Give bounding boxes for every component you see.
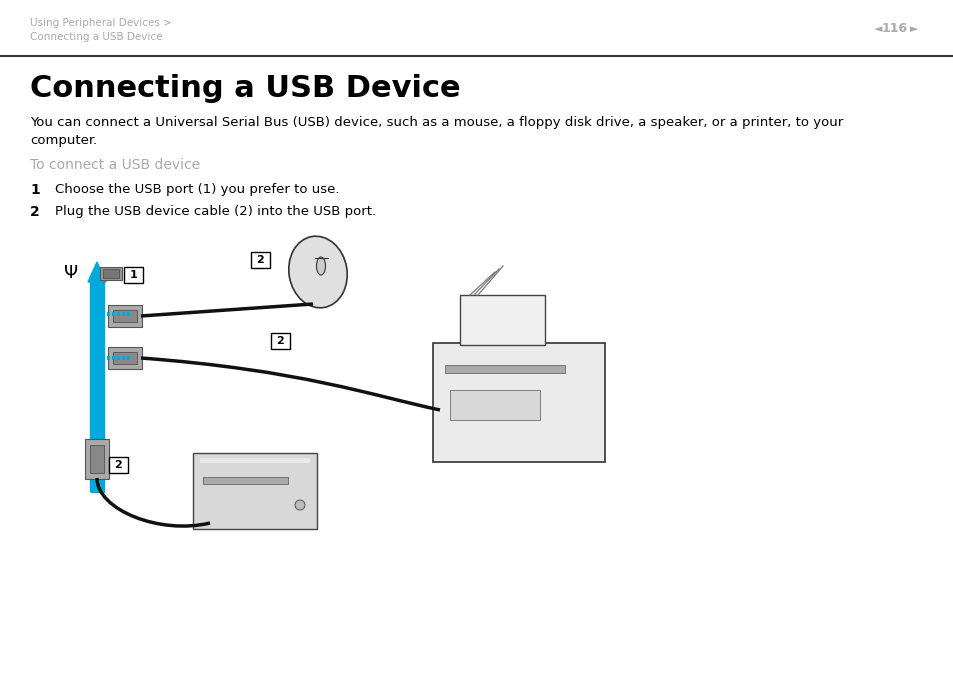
Text: Connecting a USB Device: Connecting a USB Device [30,32,162,42]
Ellipse shape [294,500,305,510]
FancyBboxPatch shape [193,453,316,529]
FancyBboxPatch shape [200,458,310,463]
FancyBboxPatch shape [108,305,142,327]
Text: You can connect a Universal Serial Bus (USB) device, such as a mouse, a floppy d: You can connect a Universal Serial Bus (… [30,116,842,147]
FancyBboxPatch shape [271,333,290,349]
FancyBboxPatch shape [433,343,604,462]
Text: 2: 2 [276,336,284,346]
Text: 1: 1 [130,270,137,280]
Bar [112,352,137,364]
Bar [103,269,119,278]
FancyBboxPatch shape [251,252,270,268]
Text: 1: 1 [30,183,40,197]
Ellipse shape [316,257,325,275]
Bar [444,365,564,373]
Bar [450,390,539,420]
Bar [91,280,104,492]
Text: 2: 2 [30,205,40,219]
Text: Choose the USB port (1) you prefer to use.: Choose the USB port (1) you prefer to us… [55,183,339,196]
FancyBboxPatch shape [108,347,142,369]
Text: ►: ► [909,24,918,34]
Text: Ψ: Ψ [64,264,78,282]
Text: To connect a USB device: To connect a USB device [30,158,200,172]
FancyArrow shape [88,262,106,492]
Bar [100,267,122,280]
Text: 2: 2 [256,255,264,265]
FancyBboxPatch shape [85,439,109,479]
Text: 2: 2 [114,460,122,470]
Text: Connecting a USB Device: Connecting a USB Device [30,74,460,103]
Bar [203,477,288,484]
FancyBboxPatch shape [124,267,143,283]
Text: ◄: ◄ [873,24,882,34]
Ellipse shape [289,236,347,308]
Polygon shape [459,295,544,345]
Text: 116: 116 [881,22,907,36]
Bar [112,310,137,322]
Bar [90,445,104,473]
Text: Plug the USB device cable (2) into the USB port.: Plug the USB device cable (2) into the U… [55,205,375,218]
FancyBboxPatch shape [109,457,128,473]
Text: Using Peripheral Devices >: Using Peripheral Devices > [30,18,172,28]
